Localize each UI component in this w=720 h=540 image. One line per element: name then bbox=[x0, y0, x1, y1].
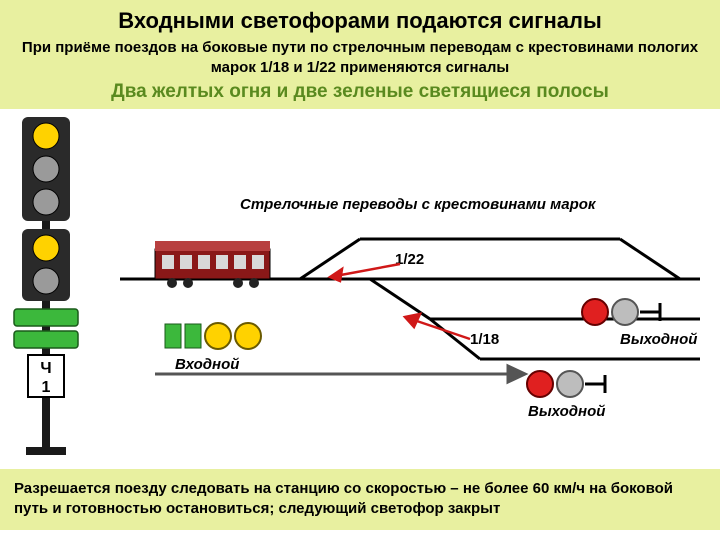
exit-signal-bottom bbox=[527, 371, 605, 397]
exit-label-1: Выходной bbox=[620, 331, 697, 348]
switch-caption: Стрелочные переводы с крестовинами марок bbox=[240, 196, 597, 213]
exit-label-2: Выходной bbox=[528, 403, 605, 420]
plate-num: 1 bbox=[42, 379, 51, 396]
exit-signal-top bbox=[582, 299, 660, 325]
red-arrows bbox=[330, 264, 470, 339]
mark-top: 1/22 bbox=[395, 251, 424, 268]
plate-letter: Ч bbox=[40, 360, 51, 377]
locomotive-icon bbox=[155, 241, 270, 288]
main-entry-signal: Ч 1 bbox=[14, 117, 78, 455]
subtitle: При приёме поездов на боковые пути по ст… bbox=[12, 38, 708, 77]
entry-signal-small bbox=[165, 323, 261, 349]
mark-bottom: 1/18 bbox=[470, 331, 499, 348]
main-title: Входными светофорами подаются сигналы bbox=[12, 8, 708, 34]
header-area: Входными светофорами подаются сигналы Пр… bbox=[0, 0, 720, 109]
diagram-area: Ч 1 Стрелочные переводы с крестовинами м… bbox=[0, 109, 720, 469]
footer-area: Разрешается поезду следовать на станцию … bbox=[0, 469, 720, 530]
footer-text: Разрешается поезду следовать на станцию … bbox=[14, 479, 706, 520]
entry-label: Входной bbox=[175, 356, 239, 373]
signal-description: Два желтых огня и две зеленые светящиеся… bbox=[12, 81, 708, 103]
diagram-svg: Ч 1 Стрелочные переводы с крестовинами м… bbox=[0, 109, 720, 469]
